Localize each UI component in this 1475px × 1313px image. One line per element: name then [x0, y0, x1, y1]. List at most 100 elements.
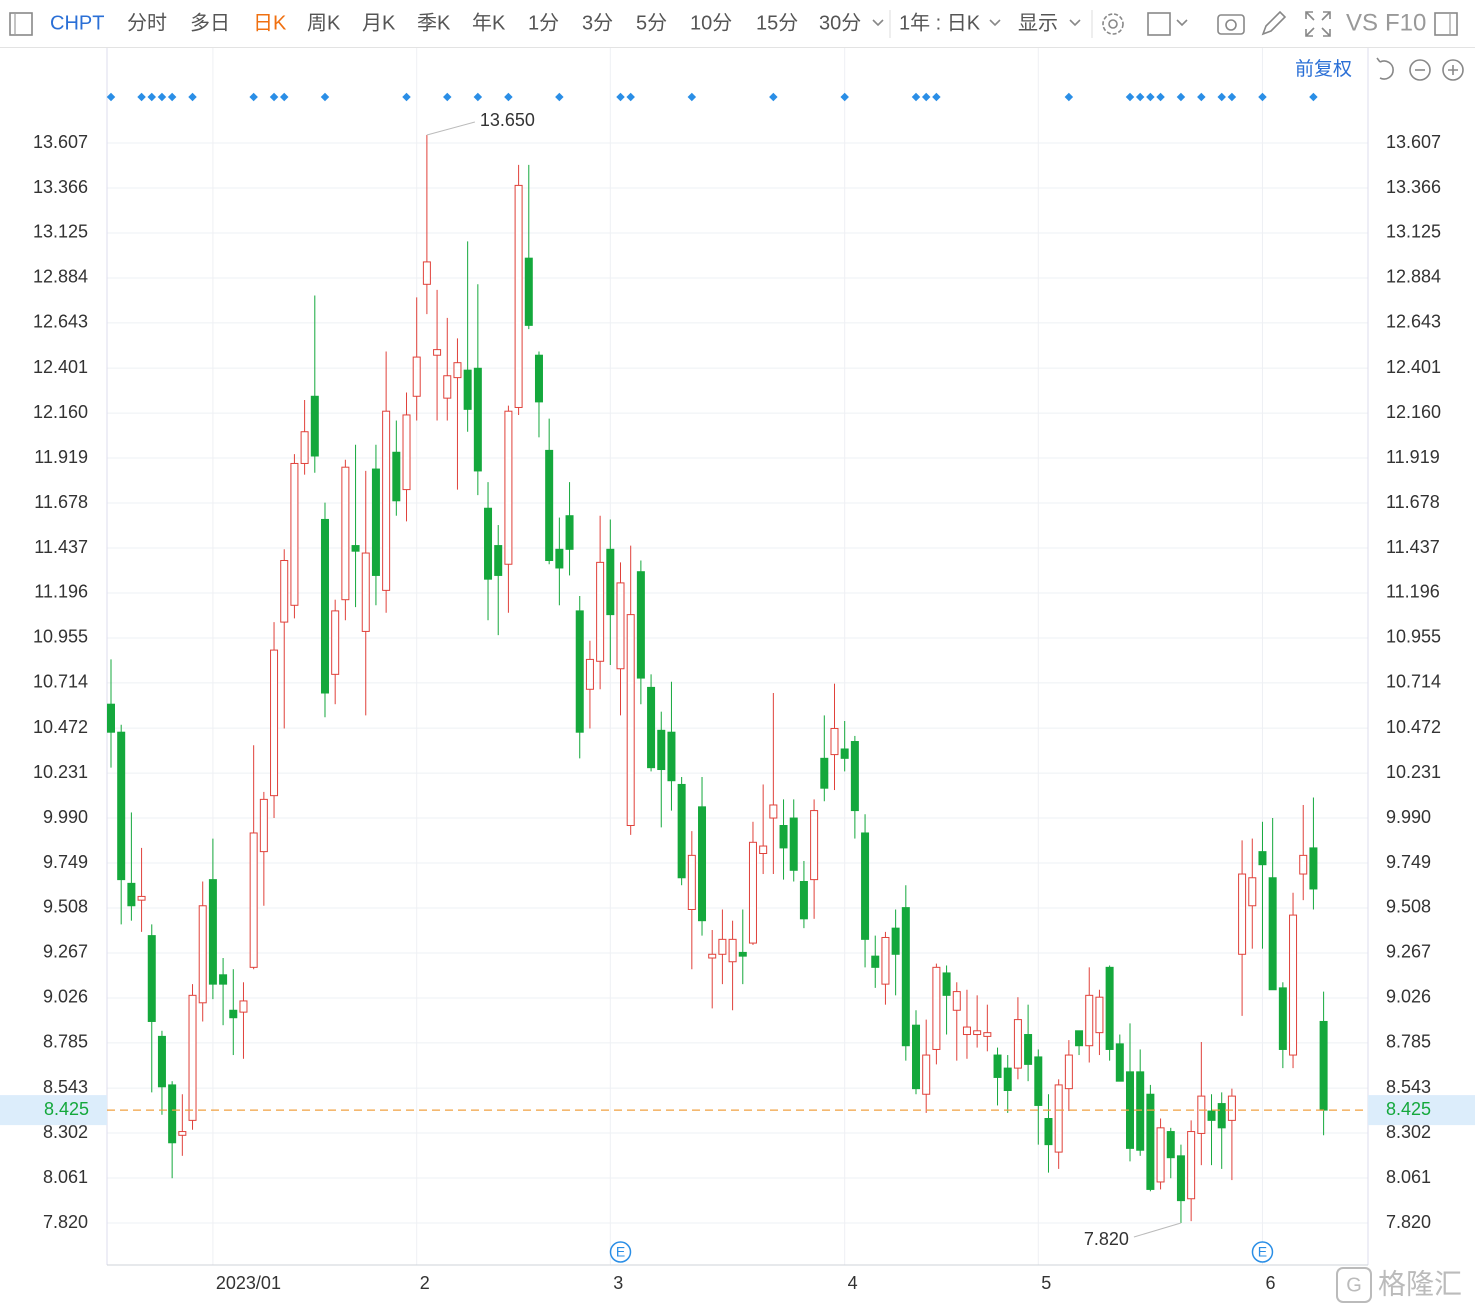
candle-body — [331, 610, 340, 675]
dropdown-chevron[interactable] — [1176, 19, 1188, 27]
pencil-icon[interactable] — [1261, 10, 1287, 36]
dropdown-chevron[interactable] — [1069, 19, 1081, 27]
settings-icon[interactable] — [1102, 13, 1124, 35]
adjust-mode[interactable]: 前复权 — [1295, 58, 1352, 80]
period-tab[interactable]: 15分 — [756, 11, 798, 34]
period-tab[interactable]: 分时 — [127, 11, 167, 34]
candle-body — [1044, 1118, 1053, 1146]
candle-body — [1268, 877, 1277, 991]
zoom-out-icon[interactable] — [1409, 59, 1431, 81]
candle-body — [178, 1131, 187, 1136]
period-tab[interactable]: 10分 — [690, 11, 732, 34]
event-marker[interactable] — [279, 92, 289, 102]
period-tab[interactable]: 3分 — [582, 11, 613, 34]
candle-body — [463, 369, 472, 410]
camera-icon[interactable] — [1217, 14, 1245, 35]
candle-body — [871, 955, 880, 968]
period-tab[interactable]: 5分 — [636, 11, 667, 34]
candle-body — [1176, 1155, 1185, 1202]
reset-icon[interactable] — [1376, 57, 1394, 80]
period-tab[interactable]: 日K — [253, 12, 287, 34]
candle-body — [983, 1032, 992, 1037]
event-marker[interactable] — [443, 92, 452, 102]
candle-body — [901, 907, 910, 1047]
y-tick-label-right: 10.231 — [1386, 762, 1441, 782]
candle-body — [718, 938, 727, 955]
event-marker[interactable] — [473, 92, 483, 102]
symbol[interactable]: CHPT — [50, 12, 104, 34]
zoom-in-icon[interactable] — [1442, 59, 1464, 81]
earnings-marker[interactable] — [609, 1241, 632, 1263]
period-tab[interactable]: 年K — [472, 11, 506, 34]
display-menu[interactable]: 显示 — [1018, 12, 1058, 34]
candle-body — [1136, 1071, 1145, 1151]
candle-body — [117, 731, 126, 881]
y-tick-label: 9.508 — [43, 897, 88, 917]
camera-lens — [1225, 19, 1237, 31]
y-tick-label-right: 9.026 — [1386, 987, 1431, 1007]
candle-body — [402, 414, 411, 491]
candle-body — [229, 1009, 238, 1019]
candle-body — [422, 261, 431, 285]
event-marker[interactable] — [106, 92, 116, 102]
period-tab[interactable]: 月K — [362, 12, 396, 34]
candle-body — [433, 349, 442, 356]
x-tick-label: 2 — [420, 1273, 430, 1293]
y-tick-label: 12.401 — [33, 357, 88, 377]
candle-body — [861, 832, 870, 940]
y-tick-label: 11.437 — [34, 537, 88, 557]
candle-body — [1187, 1131, 1196, 1200]
min-annotation: 7.820 — [1084, 1229, 1129, 1249]
candle-body — [545, 449, 554, 562]
f10-button[interactable]: F10 — [1385, 9, 1426, 36]
event-marker[interactable] — [147, 92, 157, 102]
candle-body — [1064, 1054, 1073, 1090]
period-tab[interactable]: 多日 — [190, 11, 230, 34]
candle-body — [1227, 1095, 1236, 1121]
vs-button[interactable]: VS — [1346, 9, 1378, 36]
candle-body — [127, 882, 136, 907]
period-tab[interactable]: 季K — [417, 11, 451, 34]
event-marker[interactable] — [167, 92, 177, 102]
event-marker[interactable] — [402, 92, 411, 102]
event-marker[interactable] — [269, 92, 279, 102]
dropdown-chevron[interactable] — [989, 19, 1001, 27]
dropdown-chevron[interactable] — [872, 19, 884, 27]
candle-body — [799, 880, 808, 920]
candle-body — [1003, 1067, 1012, 1092]
y-tick-label-right: 13.125 — [1386, 222, 1441, 242]
candle-body — [830, 727, 839, 756]
event-marker[interactable] — [157, 92, 167, 102]
candle-body — [1105, 966, 1114, 1050]
y-tick-label-right: 11.919 — [1386, 447, 1440, 467]
period-tab[interactable]: 1分 — [528, 11, 559, 34]
y-tick-label: 9.990 — [43, 807, 88, 827]
period-tab[interactable]: 30分 — [819, 11, 861, 34]
y-tick-label: 9.749 — [43, 852, 88, 872]
y-tick-label-right: 11.196 — [1386, 582, 1440, 602]
candle-body — [912, 1024, 921, 1090]
last-price-label: 8.425 — [44, 1099, 89, 1119]
y-tick-label-right: 12.643 — [1386, 312, 1441, 332]
event-marker[interactable] — [320, 92, 330, 102]
event-marker[interactable] — [137, 92, 146, 102]
event-marker[interactable] — [249, 92, 258, 102]
candle-body — [850, 741, 859, 812]
event-marker[interactable] — [504, 92, 513, 102]
fullscreen-icon[interactable] — [1305, 11, 1331, 37]
earnings-marker[interactable] — [1251, 1241, 1274, 1263]
period-tab[interactable]: 周K — [307, 12, 341, 34]
candle-body — [1054, 1084, 1063, 1153]
candle-body — [361, 552, 370, 632]
y-tick-label: 11.678 — [34, 492, 88, 512]
candle-body — [1146, 1093, 1155, 1190]
candle-body — [290, 462, 299, 606]
candle-body — [1166, 1131, 1175, 1159]
range-selector[interactable]: 1年 : 日K — [899, 11, 981, 34]
candle-body — [157, 1035, 166, 1088]
layout-icon[interactable] — [1147, 12, 1171, 36]
event-marker[interactable] — [188, 92, 197, 102]
candle-body — [585, 658, 594, 690]
panel-icon[interactable] — [1434, 12, 1458, 36]
sidebar-toggle[interactable] — [9, 12, 33, 36]
